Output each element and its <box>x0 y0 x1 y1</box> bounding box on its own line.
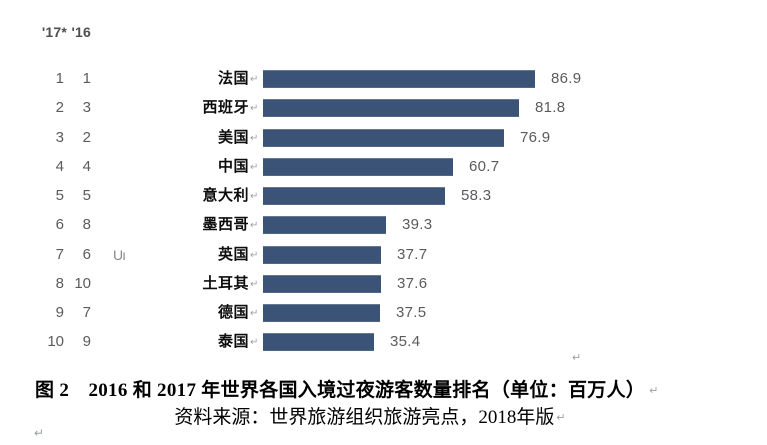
line-break-mark: ↵ <box>250 337 259 348</box>
line-break-mark: ↵ <box>649 385 659 397</box>
line-break-mark: ↵ <box>250 250 259 261</box>
rank-header-2016: '16 <box>71 24 91 40</box>
chart-row: 3 2 美国 ↵ 76.9 <box>0 129 767 147</box>
rank-2017: 6 <box>55 216 64 233</box>
rank-2016: 4 <box>82 158 91 175</box>
country-label: 法国 <box>217 70 249 87</box>
bar <box>263 129 504 147</box>
rank-2017: 7 <box>55 246 64 263</box>
line-break-mark: ↵ <box>250 74 259 85</box>
rank-2016: 5 <box>82 187 91 204</box>
value-label: 86.9 <box>551 70 582 87</box>
chart-row: 1 1 法国 ↵ 86.9 <box>0 70 767 88</box>
paragraph-mark-document-end: ↵ <box>34 426 45 440</box>
country-label: 德国 <box>217 304 249 321</box>
rank-2016: 10 <box>74 275 91 292</box>
country-label: 泰国 <box>217 333 249 350</box>
chart-row: 8 10 土耳其 ↵ 37.6 <box>0 275 767 293</box>
line-break-mark: ↵ <box>250 103 259 114</box>
background-artifact-text: Uı <box>113 247 126 263</box>
bar <box>263 275 381 293</box>
figure-source: 资料来源：世界旅游组织旅游亮点，2018年版 ↵ <box>0 402 740 428</box>
rank-2016: 1 <box>82 70 91 87</box>
country-label: 英国 <box>217 246 249 263</box>
value-label: 76.9 <box>520 129 551 146</box>
rank-2017: 9 <box>55 304 64 321</box>
chart-row: 5 5 意大利 ↵ 58.3 <box>0 187 767 205</box>
country-label: 意大利 <box>202 187 249 204</box>
chart-row: 7 6 英国 ↵ 37.7 Uı <box>0 246 767 264</box>
value-label: 37.7 <box>397 246 428 263</box>
rank-2016: 2 <box>82 129 91 146</box>
figure-source-text: 资料来源：世界旅游组织旅游亮点，2018年版 <box>174 407 555 428</box>
rank-2017: 10 <box>47 333 64 350</box>
rank-header-2017: '17* <box>41 24 67 40</box>
country-label: 美国 <box>217 129 249 146</box>
rank-2016: 7 <box>82 304 91 321</box>
chart-row: 9 7 德国 ↵ 37.5 <box>0 304 767 322</box>
chart-row: 2 3 西班牙 ↵ 81.8 <box>0 99 767 117</box>
rank-2016: 9 <box>82 333 91 350</box>
rank-2016: 6 <box>82 246 91 263</box>
value-label: 60.7 <box>469 158 500 175</box>
line-break-mark: ↵ <box>250 191 259 202</box>
rank-2017: 1 <box>55 70 64 87</box>
bar <box>263 187 445 205</box>
value-label: 39.3 <box>402 216 433 233</box>
rank-2017: 8 <box>55 275 64 292</box>
line-break-mark: ↵ <box>556 412 566 424</box>
value-label: 81.8 <box>535 99 566 116</box>
line-break-mark: ↵ <box>250 308 259 319</box>
chart-row: 10 9 泰国 ↵ 35.4 <box>0 333 767 351</box>
bar <box>263 304 380 322</box>
country-label: 墨西哥 <box>202 216 249 233</box>
line-break-mark: ↵ <box>250 279 259 290</box>
figure-caption-text: 图 2 2016 和 2017 年世界各国入境过夜游客数量排名（单位：百万人） <box>35 380 646 401</box>
bar <box>263 246 381 264</box>
chart-row: 4 4 中国 ↵ 60.7 <box>0 158 767 176</box>
value-label: 58.3 <box>461 187 492 204</box>
bar <box>263 158 453 176</box>
bar <box>263 99 519 117</box>
bar <box>263 70 535 88</box>
line-break-mark: ↵ <box>250 162 259 173</box>
bar <box>263 216 386 234</box>
country-label: 中国 <box>217 158 249 175</box>
rank-2017: 2 <box>55 99 64 116</box>
value-label: 37.5 <box>396 304 427 321</box>
chart-row: 6 8 墨西哥 ↵ 39.3 <box>0 216 767 234</box>
rank-2017: 4 <box>55 158 64 175</box>
figure-caption: 图 2 2016 和 2017 年世界各国入境过夜游客数量排名（单位：百万人） ↵ <box>35 375 755 401</box>
country-label: 西班牙 <box>202 99 249 116</box>
rank-2017: 5 <box>55 187 64 204</box>
rank-2016: 3 <box>82 99 91 116</box>
value-label: 37.6 <box>397 275 428 292</box>
line-break-mark: ↵ <box>250 220 259 231</box>
bar <box>263 333 374 351</box>
rank-2017: 3 <box>55 129 64 146</box>
line-break-mark: ↵ <box>250 133 259 144</box>
rank-2016: 8 <box>82 216 91 233</box>
country-label: 土耳其 <box>202 275 249 292</box>
value-label: 35.4 <box>390 333 421 350</box>
paragraph-mark-after-chart: ↵ <box>572 352 582 364</box>
